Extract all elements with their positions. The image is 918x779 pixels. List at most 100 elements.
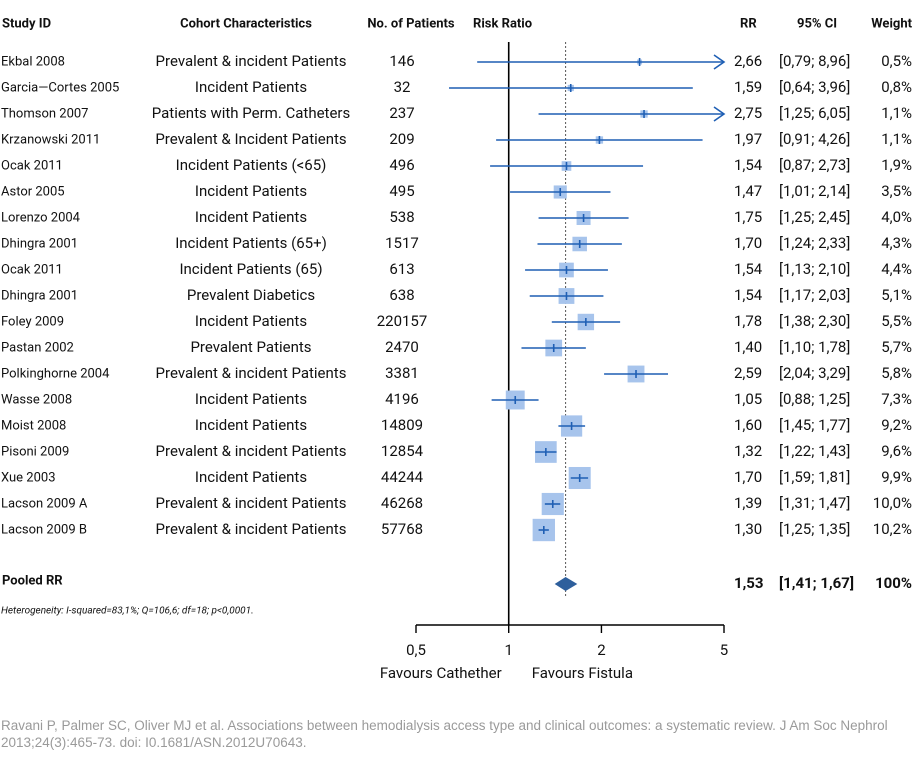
patients: 495 — [389, 182, 414, 200]
rr-label: 1,47 — [734, 182, 762, 200]
study-id: Astor 2005 — [1, 184, 65, 199]
patients: 2470 — [385, 338, 419, 356]
study-id: Dhingra 2001 — [1, 236, 78, 251]
patients: 44244 — [381, 468, 424, 486]
weight-label: 9,6% — [881, 442, 912, 460]
weight-label: 10,0% — [873, 494, 912, 512]
ci-label: [1,24; 2,33] — [779, 234, 850, 252]
rr-label: 2,75 — [734, 104, 762, 122]
patients: 209 — [389, 130, 414, 148]
rr-label: 1,05 — [734, 390, 762, 408]
patients: 237 — [389, 104, 414, 122]
weight-label: 4,4% — [881, 260, 912, 278]
weight-label: 0,5% — [881, 52, 912, 70]
ci-label: [2,04; 3,29] — [779, 364, 850, 382]
patients: 3381 — [385, 364, 419, 382]
cohort: Prevalent Patients — [190, 338, 311, 356]
source-citation: Ravani P, Palmer SC, Oliver MJ et al. As… — [1, 718, 888, 750]
rr-label: 1,60 — [734, 416, 762, 434]
ci-arrow — [713, 106, 726, 122]
cohort: Prevalent & incident Patients — [156, 52, 347, 70]
header: Risk Ratio — [473, 16, 532, 31]
study-id: Lacson 2009 A — [1, 496, 88, 511]
rr-label: 1,54 — [734, 156, 763, 174]
rr-label: 1,78 — [734, 312, 762, 330]
weight-label: 5,5% — [881, 312, 912, 330]
weight-label: 0,8% — [881, 78, 912, 96]
weight-label: 5,8% — [881, 364, 912, 382]
pooled-ci: [1,41; 1,67] — [779, 574, 854, 592]
pooled-rr: 1,53 — [734, 574, 764, 592]
ci-label: [1,13; 2,10] — [779, 260, 850, 278]
rr-label: 1,40 — [734, 338, 762, 356]
rr-label: 1,75 — [734, 208, 762, 226]
weight-label: 4,3% — [881, 234, 912, 252]
cohort: Prevalent & incident Patients — [156, 442, 347, 460]
study-id: Lorenzo 2004 — [1, 210, 81, 225]
pooled-weight: 100% — [875, 574, 912, 592]
weight-label: 5,7% — [881, 338, 912, 356]
patients: 1517 — [385, 234, 419, 252]
study-id: Krzanowski 2011 — [1, 132, 100, 147]
cohort: Incident Patients — [195, 78, 307, 96]
study-id: Foley 2009 — [1, 314, 64, 329]
cohort: Incident Patients — [195, 182, 307, 200]
x-tick-label: 1 — [504, 641, 512, 659]
patients: 496 — [389, 156, 414, 174]
pooled-diamond — [554, 577, 578, 591]
study-id: Garcia—Cortes 2005 — [1, 80, 119, 95]
ci-label: [1,10; 1,78] — [779, 338, 850, 356]
x-tick-label: 2 — [597, 641, 605, 659]
cohort: Prevalent & incident Patients — [156, 520, 347, 538]
study-id: Pisoni 2009 — [1, 444, 69, 459]
patients: 220157 — [377, 312, 428, 330]
x-label-right: Favours Fistula — [532, 664, 633, 682]
patients: 146 — [389, 52, 414, 70]
pooled-label: Pooled RR — [2, 573, 63, 588]
cohort: Prevalent Diabetics — [187, 286, 315, 304]
cohort: Prevalent & incident Patients — [156, 364, 347, 382]
ci-label: [0,91; 4,26] — [779, 130, 850, 148]
header: 95% CI — [797, 16, 837, 31]
study-id: Ocak 2011 — [1, 262, 63, 277]
patients: 538 — [389, 208, 414, 226]
rr-label: 2,66 — [734, 52, 762, 70]
study-id: Lacson 2009 B — [1, 522, 87, 537]
weight-label: 4,0% — [881, 208, 912, 226]
ci-label: [1,25; 2,45] — [779, 208, 850, 226]
rr-label: 1,30 — [734, 520, 762, 538]
ci-label: [1,01; 2,14] — [779, 182, 850, 200]
weight-label: 3,5% — [881, 182, 912, 200]
forest-plot: Study ID Cohort Characteristics No. of Pat… — [1, 16, 913, 682]
study-id: Dhingra 2001 — [1, 288, 78, 303]
rr-label: 1,54 — [734, 286, 763, 304]
ci-label: [1,22; 1,43] — [779, 442, 850, 460]
ci-label: [1,31; 1,47] — [779, 494, 850, 512]
rr-label: 1,97 — [734, 130, 762, 148]
cohort: Prevalent & Incident Patients — [155, 130, 346, 148]
rr-label: 1,39 — [734, 494, 762, 512]
study-id: Moist 2008 — [1, 418, 66, 433]
header: RR — [740, 16, 757, 31]
study-id: Ekbal 2008 — [1, 54, 65, 69]
weight-label: 1,9% — [881, 156, 912, 174]
rr-label: 1,70 — [734, 234, 762, 252]
patients: 32 — [394, 78, 411, 96]
rr-label: 1,59 — [734, 78, 762, 96]
patients: 4196 — [385, 390, 419, 408]
study-id: Xue 2003 — [1, 470, 56, 485]
study-id: Pastan 2002 — [1, 340, 74, 355]
ci-label: [1,25; 1,35] — [779, 520, 850, 538]
weight-label: 9,2% — [881, 416, 912, 434]
cohort: Patients with Perm. Catheters — [152, 104, 350, 122]
patients: 14809 — [381, 416, 423, 434]
ci-label: [0,79; 8,96] — [779, 52, 850, 70]
cohort: Incident Patients (<65) — [176, 156, 327, 174]
cohort: Incident Patients (65) — [179, 260, 322, 278]
x-tick-label: 0,5 — [406, 641, 426, 659]
study-id: Wasse 2008 — [1, 392, 72, 407]
patients: 12854 — [381, 442, 424, 460]
cohort: Incident Patients — [195, 390, 307, 408]
cohort: Incident Patients — [195, 208, 307, 226]
cohort: Incident Patients — [195, 312, 307, 330]
